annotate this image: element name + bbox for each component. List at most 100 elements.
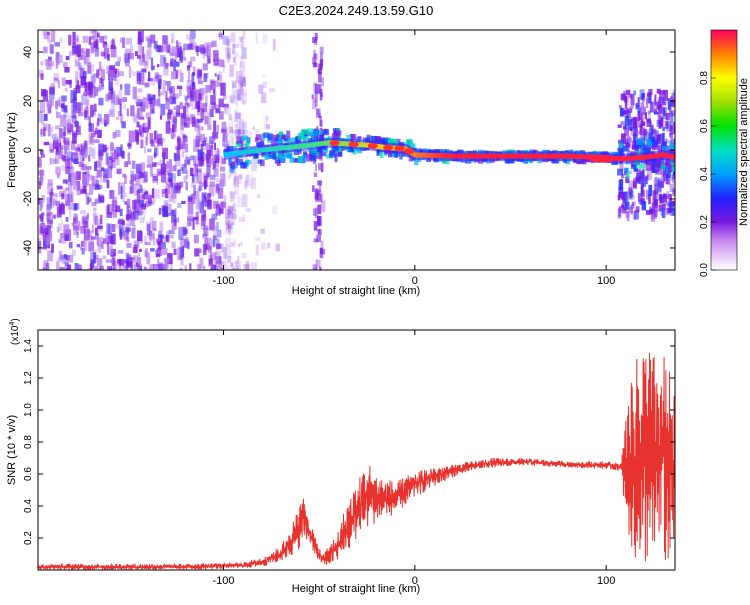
noise-cell xyxy=(238,217,245,222)
band-cell xyxy=(623,145,630,152)
noise-cell xyxy=(215,251,218,264)
noise-cell xyxy=(184,229,189,235)
noise-cell xyxy=(132,86,137,100)
noise-cell xyxy=(619,108,625,117)
noise-cell xyxy=(231,213,237,220)
spike-cell xyxy=(312,62,317,68)
noise-cell xyxy=(206,44,212,58)
noise-cell xyxy=(90,30,96,34)
noise-cell xyxy=(97,237,103,247)
noise-cell xyxy=(194,119,200,132)
noise-cell xyxy=(648,89,653,95)
noise-cell xyxy=(235,129,241,138)
noise-cell xyxy=(79,245,83,251)
noise-cell xyxy=(58,147,64,160)
noise-cell xyxy=(93,40,98,48)
spike-cell xyxy=(314,102,318,107)
noise-cell xyxy=(205,92,208,105)
noise-cell xyxy=(193,155,197,167)
noise-cell xyxy=(195,211,199,225)
noise-cell xyxy=(628,187,633,191)
noise-cell xyxy=(107,223,112,235)
noise-cell xyxy=(149,264,154,270)
noise-cell xyxy=(190,90,196,102)
noise-cell xyxy=(133,263,138,270)
noise-cell xyxy=(116,146,122,157)
noise-cell xyxy=(242,77,246,87)
band-cell xyxy=(302,136,307,145)
noise-cell xyxy=(115,129,121,137)
noise-cell xyxy=(144,60,149,69)
noise-cell xyxy=(87,83,92,96)
noise-cell xyxy=(208,184,215,197)
band-cell xyxy=(376,150,380,156)
band-cell xyxy=(636,138,643,146)
noise-cell xyxy=(182,135,188,142)
noise-cell xyxy=(632,201,636,206)
noise-cell xyxy=(214,57,221,64)
noise-cell xyxy=(625,191,629,202)
band-cell xyxy=(277,138,284,146)
noise-cell xyxy=(147,38,152,48)
noise-cell xyxy=(166,169,171,176)
noise-cell xyxy=(58,250,63,262)
noise-cell xyxy=(127,227,132,232)
noise-cell xyxy=(152,65,155,70)
noise-cell xyxy=(259,135,263,146)
noise-cell xyxy=(47,103,52,114)
noise-cell xyxy=(198,93,202,98)
noise-cell xyxy=(142,123,145,131)
noise-cell xyxy=(124,48,131,59)
noise-cell xyxy=(195,101,199,110)
noise-cell xyxy=(54,151,60,165)
noise-cell xyxy=(260,92,267,104)
noise-cell xyxy=(242,122,248,129)
noise-cell xyxy=(93,252,96,264)
noise-cell xyxy=(670,208,675,216)
noise-cell xyxy=(64,264,68,270)
noise-cell xyxy=(147,194,153,204)
noise-cell xyxy=(96,69,99,79)
noise-cell xyxy=(177,202,182,208)
noise-cell xyxy=(41,113,45,125)
noise-cell xyxy=(94,47,100,57)
band-cell xyxy=(352,148,357,155)
band-cell xyxy=(290,137,296,146)
noise-cell xyxy=(228,206,234,214)
noise-cell xyxy=(241,47,247,60)
noise-cell xyxy=(225,106,231,116)
noise-cell xyxy=(224,258,229,265)
noise-cell xyxy=(156,98,161,109)
noise-cell xyxy=(643,175,649,179)
spike-cell xyxy=(313,172,318,177)
noise-cell xyxy=(201,126,204,131)
noise-cell xyxy=(175,146,180,150)
noise-cell xyxy=(640,102,645,115)
noise-cell xyxy=(652,209,657,219)
noise-cell xyxy=(177,247,182,261)
noise-cell xyxy=(55,52,60,65)
noise-cell xyxy=(193,96,197,100)
band-cell xyxy=(272,134,280,141)
noise-cell xyxy=(146,49,152,60)
noise-cell xyxy=(262,81,267,89)
noise-cell xyxy=(180,238,184,252)
noise-cell xyxy=(227,51,230,58)
noise-cell xyxy=(63,158,66,163)
noise-cell xyxy=(72,42,77,48)
noise-cell xyxy=(194,248,200,257)
band-cell xyxy=(346,134,353,141)
noise-cell xyxy=(147,78,154,82)
noise-cell xyxy=(65,119,71,130)
noise-cell xyxy=(181,48,185,58)
noise-cell xyxy=(73,213,78,224)
noise-cell xyxy=(672,188,675,196)
noise-cell xyxy=(149,230,153,242)
noise-cell xyxy=(106,211,113,218)
noise-cell xyxy=(160,171,167,183)
noise-cell xyxy=(228,116,234,130)
noise-cell xyxy=(115,61,121,67)
noise-cell xyxy=(213,58,220,66)
noise-cell xyxy=(170,128,174,132)
noise-cell xyxy=(179,181,184,188)
